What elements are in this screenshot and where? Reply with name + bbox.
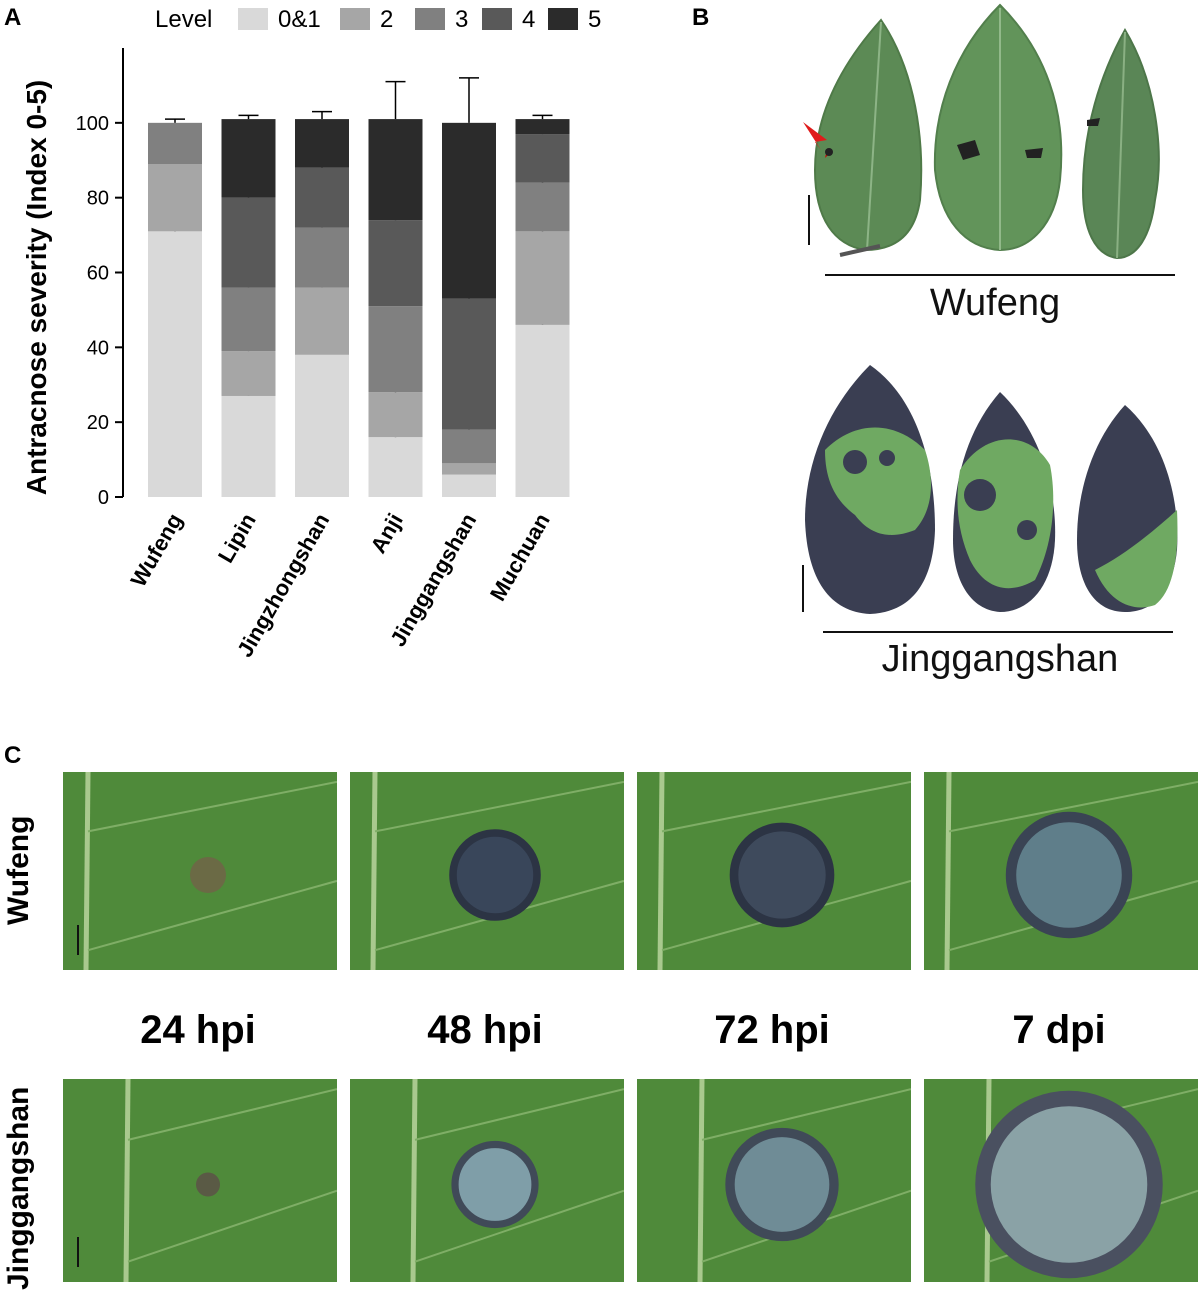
time-label-7dpi: 7 dpi	[1012, 1008, 1106, 1052]
x-tick-label: Wufeng	[126, 509, 188, 591]
lesion-photo	[350, 772, 624, 970]
lesion-photo	[63, 772, 337, 970]
lesion-photo	[924, 1079, 1198, 1282]
legend-swatch	[548, 8, 578, 30]
y-tick-label: 60	[87, 263, 109, 285]
row-label-wufeng: Wufeng	[2, 815, 35, 925]
red-arrowhead	[803, 122, 827, 150]
panel-letter-c: C	[4, 742, 22, 769]
bar-segment	[295, 287, 349, 355]
bar-segment	[515, 182, 570, 232]
panel-letter-b: B	[692, 4, 710, 31]
row-label-jinggangshan: Jinggangshan	[2, 1086, 35, 1290]
bar-segment	[295, 354, 349, 497]
lesion-photo	[350, 1079, 624, 1282]
bar-segment	[442, 298, 496, 430]
time-label-72hpi: 72 hpi	[714, 1008, 830, 1052]
bar-segment	[515, 134, 570, 183]
bar-segment	[221, 119, 276, 198]
bar-segment	[442, 474, 496, 497]
bar-segment	[221, 351, 276, 396]
lesion-photo	[63, 1079, 337, 1282]
y-tick-label: 0	[98, 487, 109, 509]
lesion-photo	[637, 1079, 911, 1282]
y-tick-label: 100	[76, 113, 109, 135]
bar-segment	[442, 429, 496, 464]
wufeng-leaves	[803, 3, 1160, 260]
panel-letter-a: A	[4, 4, 22, 31]
leaf-photos	[802, 3, 1178, 633]
lesion-photo	[637, 772, 911, 970]
bar-segment	[368, 392, 423, 438]
legend-label: 5	[588, 6, 601, 33]
bar-segment	[148, 231, 202, 497]
legend-label: 0&1	[278, 6, 321, 33]
bar-segment	[368, 119, 423, 221]
wufeng-caption: Wufeng	[929, 282, 1061, 324]
bar-segment	[295, 227, 349, 288]
legend-label: 2	[380, 6, 393, 33]
bar-segment	[295, 119, 349, 168]
bar-segment	[148, 163, 202, 232]
bar-segment	[515, 231, 570, 325]
bar-segment	[368, 437, 423, 497]
jinggangshan-leaves	[802, 365, 1178, 614]
bar-segment	[442, 122, 496, 299]
legend-swatch	[238, 8, 268, 30]
bar-segment	[221, 197, 276, 288]
y-axis-label: Antracnose severity (Index 0-5)	[21, 80, 52, 496]
wufeng-leaf-2	[933, 3, 1063, 252]
time-label-48hpi: 48 hpi	[427, 1008, 543, 1052]
wufeng-leaf-1	[813, 18, 923, 252]
legend-swatch	[482, 8, 512, 30]
jinggangshan-caption: Jinggangshan	[881, 638, 1119, 680]
bar-segment	[221, 287, 276, 352]
x-tick-label: Anji	[365, 509, 407, 557]
bar-segment	[295, 167, 349, 228]
bar-segment	[515, 119, 570, 135]
y-tick-label: 40	[87, 337, 109, 359]
legend-title: Level	[155, 6, 212, 33]
lesion-photo	[924, 772, 1198, 970]
bar-segment	[368, 220, 423, 307]
x-tick-label: Lipin	[213, 509, 261, 567]
bar-segment	[442, 463, 496, 475]
bar-segment	[148, 122, 202, 164]
bar-segment	[515, 324, 570, 497]
time-label-24hpi: 24 hpi	[140, 1008, 256, 1052]
bar-segment	[221, 395, 276, 497]
legend-swatch	[340, 8, 370, 30]
bar-segment	[368, 306, 423, 393]
stacked-bar-chart: 0 20 40 60 80 100 Antracnose severity (Index 0…	[21, 6, 601, 661]
y-tick-label: 80	[87, 188, 109, 210]
legend-label: 4	[522, 6, 535, 33]
x-tick-label: Muchuan	[485, 509, 555, 605]
legend-swatch	[415, 8, 445, 30]
y-tick-label: 20	[87, 412, 109, 434]
legend-label: 3	[455, 6, 468, 33]
